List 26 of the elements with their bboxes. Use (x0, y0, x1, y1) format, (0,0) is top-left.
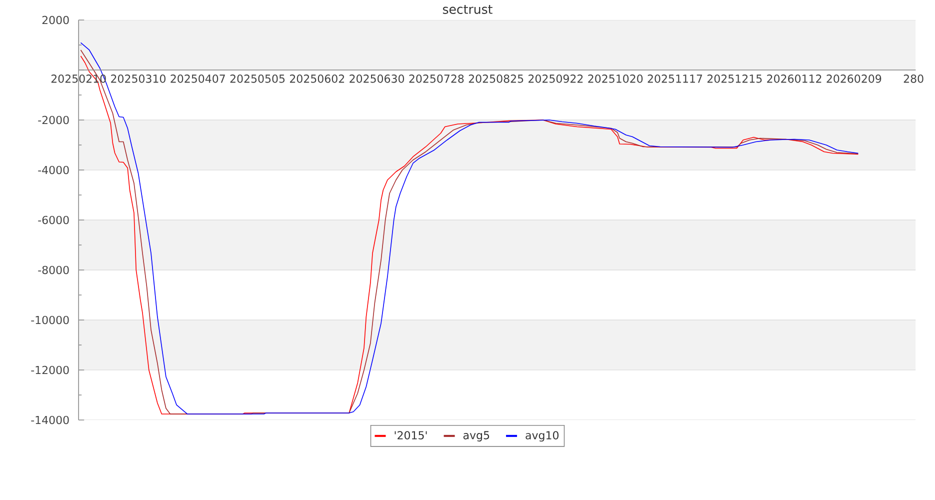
x-tick-label: 20250922 (528, 74, 583, 83)
x-tick-label: 20250825 (468, 74, 524, 83)
y-tick-label: -10000 (31, 316, 69, 324)
x-tick-label: 20251117 (648, 74, 702, 83)
legend-label: avg5 (463, 431, 490, 442)
y-tick-label: -12000 (31, 366, 69, 374)
y-tick-label: -2000 (38, 116, 69, 124)
y-tick-label: -8000 (38, 266, 69, 274)
chart-title: sectrust (442, 5, 492, 14)
x-tick-label: 20251020 (588, 74, 643, 83)
x-tick-label: 20250728 (409, 74, 464, 83)
x-tick-label: 20260112 (767, 74, 822, 83)
x-tick-label: 20250602 (290, 74, 344, 83)
y-tick-label: -14000 (31, 416, 69, 424)
y-tick-label: -4000 (38, 166, 69, 174)
y-tick-label: 2000 (42, 16, 69, 24)
x-tick-label: 20250407 (170, 74, 225, 83)
x-tick-label: 20250310 (111, 74, 166, 83)
x-tick-label: 20250630 (350, 74, 404, 83)
x-tick-label: 20250505 (230, 74, 285, 83)
y-tick-label: -6000 (38, 216, 69, 224)
legend-label: avg10 (526, 431, 559, 442)
x-tick-label: 20260209 (826, 74, 882, 83)
x-tick-label: 20251215 (707, 74, 762, 83)
x-tick-label: 280 (904, 74, 924, 83)
legend-label: '2015' (394, 431, 427, 440)
